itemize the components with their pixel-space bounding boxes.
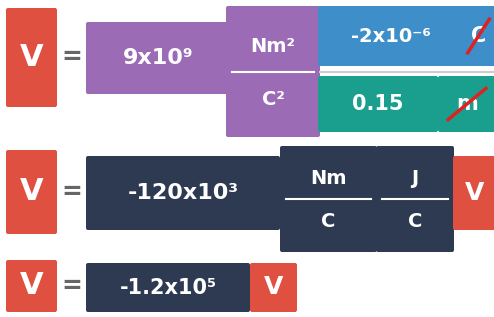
FancyBboxPatch shape	[461, 6, 494, 66]
FancyBboxPatch shape	[438, 76, 494, 132]
Text: C: C	[408, 212, 422, 231]
Text: -1.2x10⁵: -1.2x10⁵	[120, 277, 216, 297]
Text: Nm: Nm	[310, 169, 347, 188]
FancyBboxPatch shape	[226, 6, 320, 137]
Text: J: J	[412, 169, 418, 188]
Text: V: V	[20, 43, 43, 72]
FancyBboxPatch shape	[453, 156, 494, 230]
Text: V: V	[465, 181, 484, 205]
FancyBboxPatch shape	[318, 76, 438, 132]
Text: m: m	[456, 94, 478, 114]
Text: =: =	[62, 45, 82, 69]
FancyBboxPatch shape	[6, 150, 57, 234]
Text: 9x10⁹: 9x10⁹	[123, 48, 193, 68]
FancyBboxPatch shape	[6, 260, 57, 312]
Text: V: V	[264, 275, 283, 300]
Text: C²: C²	[261, 90, 285, 109]
Text: =: =	[62, 180, 82, 204]
Text: -2x10⁻⁶: -2x10⁻⁶	[351, 27, 431, 46]
Text: 0.15: 0.15	[352, 94, 404, 114]
Text: -120x10³: -120x10³	[127, 183, 239, 203]
FancyBboxPatch shape	[86, 156, 280, 230]
FancyBboxPatch shape	[250, 263, 297, 312]
FancyBboxPatch shape	[6, 8, 57, 107]
Text: V: V	[20, 271, 43, 301]
FancyBboxPatch shape	[376, 146, 454, 252]
Text: =: =	[62, 274, 82, 298]
Text: V: V	[20, 178, 43, 206]
FancyBboxPatch shape	[86, 263, 250, 312]
Text: C: C	[321, 212, 336, 231]
FancyBboxPatch shape	[280, 146, 377, 252]
FancyBboxPatch shape	[318, 6, 464, 66]
FancyBboxPatch shape	[86, 22, 230, 94]
Text: Nm²: Nm²	[250, 36, 295, 55]
Text: C: C	[471, 26, 486, 46]
